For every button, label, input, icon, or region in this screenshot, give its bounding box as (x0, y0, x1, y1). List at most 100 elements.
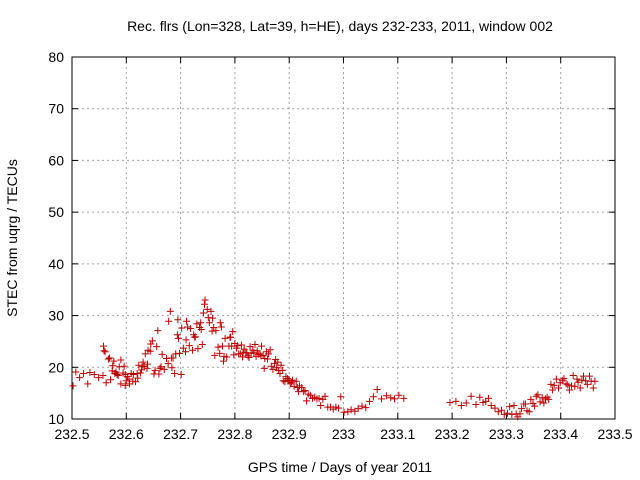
data-point (158, 350, 166, 358)
data-point (358, 402, 366, 410)
data-point (516, 410, 524, 418)
data-point (568, 382, 576, 390)
data-point (100, 347, 108, 355)
data-point (125, 375, 133, 383)
data-point (79, 369, 87, 377)
data-point (279, 366, 287, 374)
data-point (536, 398, 544, 406)
data-point (491, 404, 499, 412)
data-point (189, 346, 197, 354)
data-point (135, 361, 143, 369)
data-point (239, 353, 247, 361)
data-point (585, 372, 593, 380)
data-point (76, 374, 84, 382)
data-point (181, 348, 189, 356)
data-point (500, 410, 508, 418)
y-axis-label: STEC from uqrg / TECUs (4, 159, 20, 317)
data-point (571, 382, 579, 390)
data-point (216, 349, 224, 357)
data-point (555, 384, 563, 392)
data-point (340, 408, 348, 416)
data-point (245, 353, 253, 361)
data-point (104, 355, 112, 363)
data-point (117, 356, 125, 364)
data-point (143, 364, 151, 372)
data-point (205, 319, 213, 327)
data-point (462, 399, 470, 407)
data-point (301, 387, 309, 395)
data-point (129, 371, 137, 379)
data-point (564, 381, 572, 389)
chart-title: Rec. flrs (Lon=328, Lat=39, h=HE), days … (127, 18, 553, 34)
data-point (230, 351, 238, 359)
x-tick-label: 232.7 (163, 426, 198, 442)
data-point (582, 377, 590, 385)
data-point (369, 393, 377, 401)
data-point (560, 375, 568, 383)
data-point (446, 398, 454, 406)
data-point (109, 362, 117, 370)
data-point (204, 314, 212, 322)
data-point (227, 333, 235, 341)
data-point (538, 394, 546, 402)
data-point (347, 406, 355, 414)
data-point (266, 346, 274, 354)
data-point (154, 327, 162, 335)
data-point (558, 376, 566, 384)
data-point (113, 371, 121, 379)
data-point (185, 342, 193, 350)
data-point (138, 366, 146, 374)
y-tick-label: 10 (48, 411, 64, 427)
data-point (521, 400, 529, 408)
data-point (484, 394, 492, 402)
data-points (69, 296, 599, 421)
data-point (147, 340, 155, 348)
data-point (251, 341, 259, 349)
data-point (472, 401, 480, 409)
data-point (148, 337, 156, 345)
data-point (382, 392, 390, 400)
data-point (102, 379, 110, 387)
data-point (565, 386, 573, 394)
data-point (69, 382, 77, 390)
data-point (84, 380, 92, 388)
data-point (569, 372, 577, 380)
y-tick-label: 80 (48, 49, 64, 65)
data-point (132, 378, 140, 386)
data-point (105, 354, 113, 362)
data-point (263, 355, 271, 363)
grid-lines (72, 57, 615, 419)
data-point (136, 369, 144, 377)
data-point (162, 354, 170, 362)
x-tick-label: 232.6 (109, 426, 144, 442)
data-point (487, 402, 495, 410)
data-point (237, 341, 245, 349)
data-point (169, 354, 177, 362)
data-point (547, 380, 555, 388)
data-point (395, 391, 403, 399)
data-point (562, 380, 570, 388)
data-point (580, 372, 588, 380)
x-tick-label: 232.8 (217, 426, 252, 442)
data-point (95, 374, 103, 382)
y-tick-label: 30 (48, 308, 64, 324)
y-tick-label: 50 (48, 204, 64, 220)
data-point (525, 408, 533, 416)
data-point (90, 371, 98, 379)
data-point (243, 349, 251, 357)
data-point (527, 395, 535, 403)
data-point (269, 365, 277, 373)
data-point (199, 309, 207, 317)
data-point (234, 342, 242, 350)
data-point (209, 314, 217, 322)
data-point (110, 357, 118, 365)
data-point (552, 375, 560, 383)
data-point (510, 402, 518, 410)
x-axis-label: GPS time / Days of year 2011 (248, 459, 432, 475)
data-point (186, 325, 194, 332)
data-point (101, 348, 109, 356)
data-point (99, 342, 107, 350)
data-point (574, 378, 582, 386)
data-point (549, 386, 557, 394)
